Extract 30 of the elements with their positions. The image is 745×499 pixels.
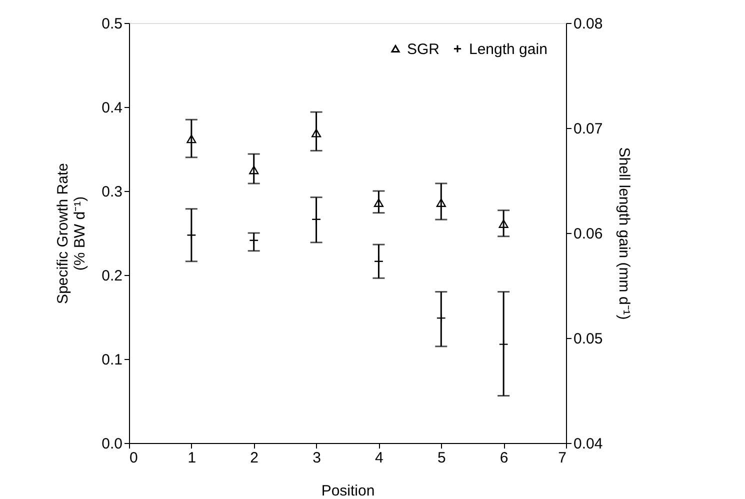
y-tick-label: 0.3 bbox=[102, 184, 122, 200]
y-tick-label: 0.5 bbox=[102, 16, 122, 32]
point bbox=[312, 128, 322, 138]
x-axis-title: Position bbox=[321, 482, 375, 499]
y2-tick-label: 0.07 bbox=[574, 120, 603, 138]
x-tick-label: 7 bbox=[558, 450, 566, 466]
x-tick-label: 3 bbox=[312, 450, 321, 466]
y2-tick-label: 0.08 bbox=[574, 16, 603, 32]
y-axis-title: Specific Growth Rate (% BW d⁻¹) bbox=[54, 163, 89, 304]
y2-tick-label: 0.04 bbox=[574, 436, 603, 452]
x-tick-label: 4 bbox=[375, 450, 384, 466]
point bbox=[498, 220, 508, 228]
y-tick-label: 0.1 bbox=[102, 352, 122, 368]
x-tick-label: 6 bbox=[500, 450, 508, 466]
y2-axis-title: Shell length gain (mm d⁻¹) bbox=[616, 147, 633, 320]
x-tick-label: 0 bbox=[130, 450, 138, 466]
y-tick-label: 0.0 bbox=[102, 436, 122, 452]
legend-label: SGR bbox=[407, 40, 440, 58]
point bbox=[436, 198, 446, 207]
point bbox=[249, 166, 259, 174]
x-tick-label: 5 bbox=[437, 450, 446, 466]
y2-tick-label: 0.06 bbox=[574, 226, 603, 242]
y-tick-label: 0.2 bbox=[102, 268, 122, 284]
point bbox=[186, 134, 196, 144]
x-tick-label: 2 bbox=[250, 450, 259, 466]
legend-label: Length gain bbox=[469, 40, 548, 58]
y2-tick-label: 0.05 bbox=[574, 330, 603, 348]
point bbox=[374, 198, 384, 207]
x-tick-label: 1 bbox=[188, 450, 196, 466]
y-tick-label: 0.4 bbox=[102, 100, 122, 116]
